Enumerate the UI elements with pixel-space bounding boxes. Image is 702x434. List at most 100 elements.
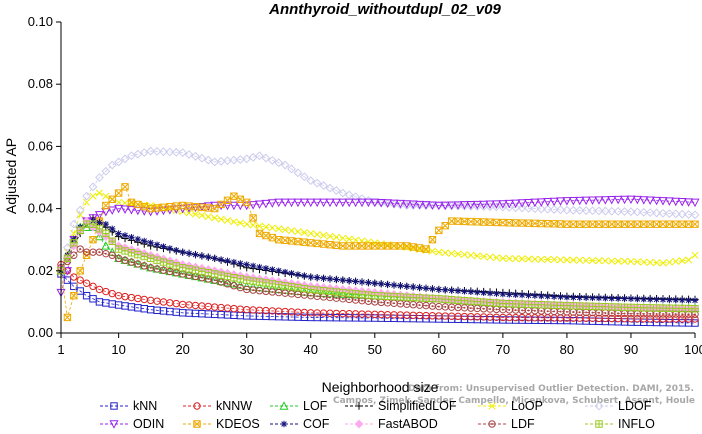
point-odin bbox=[229, 201, 239, 211]
point-kdeos bbox=[159, 203, 168, 212]
point-cof bbox=[614, 295, 622, 302]
x-tick-label: 50 bbox=[368, 342, 382, 357]
point-lof bbox=[229, 279, 239, 288]
point-kdeos bbox=[281, 236, 289, 245]
point-lof bbox=[101, 241, 111, 250]
point-ldof bbox=[498, 202, 508, 212]
legend-label: KDEOS bbox=[216, 417, 260, 431]
point-odin bbox=[472, 200, 482, 210]
x-tick-label: 30 bbox=[239, 342, 253, 357]
point-loop bbox=[672, 257, 680, 266]
point-ldof bbox=[607, 206, 617, 216]
point-odin bbox=[485, 200, 495, 210]
legend-marker bbox=[193, 420, 201, 428]
credit-line-1: Data from: Unsupervised Outlier Detectio… bbox=[408, 384, 694, 394]
point-cof bbox=[666, 296, 673, 303]
point-ldof bbox=[517, 203, 527, 213]
point-loop bbox=[563, 256, 571, 264]
point-lof bbox=[338, 289, 348, 298]
y-tick-label: 0.04 bbox=[28, 201, 53, 216]
point-ldf bbox=[479, 305, 488, 313]
point-cof bbox=[96, 219, 103, 226]
point-knn bbox=[82, 291, 91, 300]
point-odin bbox=[671, 197, 681, 207]
point-cof bbox=[102, 220, 110, 228]
point-ldf bbox=[95, 248, 104, 256]
point-loop bbox=[492, 254, 501, 262]
point-knnw bbox=[82, 279, 91, 287]
point-loop bbox=[243, 220, 251, 228]
point-kdeos bbox=[262, 231, 270, 240]
point-odin bbox=[543, 198, 553, 207]
point-odin bbox=[126, 206, 136, 215]
point-loop bbox=[544, 255, 552, 264]
x-tick-label: 40 bbox=[304, 342, 318, 357]
point-loop bbox=[512, 255, 520, 263]
point-kdeos bbox=[435, 226, 443, 235]
point-ldof bbox=[658, 208, 668, 218]
point-odin bbox=[511, 199, 521, 209]
point-odin bbox=[549, 197, 559, 207]
legend-marker bbox=[595, 420, 603, 428]
point-inflo bbox=[652, 304, 661, 312]
point-cof bbox=[582, 294, 590, 301]
x-axis-label: Neighborhood size bbox=[322, 379, 439, 395]
point-cof bbox=[499, 290, 507, 298]
point-loop bbox=[287, 227, 296, 235]
point-ldof bbox=[95, 173, 104, 182]
point-cof bbox=[256, 263, 263, 271]
point-kdeos bbox=[415, 244, 424, 252]
point-kdeos bbox=[652, 220, 661, 228]
point-cof bbox=[205, 253, 212, 261]
point-odin bbox=[447, 201, 457, 210]
point-kdeos bbox=[447, 217, 456, 225]
x-tick-label: 80 bbox=[560, 342, 574, 357]
point-kdeos bbox=[255, 229, 264, 238]
point-odin bbox=[370, 198, 380, 208]
point-cof bbox=[160, 243, 167, 250]
point-loop bbox=[505, 254, 513, 263]
point-loop bbox=[659, 259, 667, 267]
point-ldf bbox=[134, 260, 142, 268]
point-ldf bbox=[569, 308, 578, 316]
series-line-loop bbox=[60, 192, 696, 271]
point-knn bbox=[70, 282, 78, 291]
point-kdeos bbox=[396, 242, 405, 250]
point-ldof bbox=[594, 206, 604, 216]
point-cof bbox=[659, 296, 667, 303]
point-cof bbox=[281, 268, 289, 276]
point-loop bbox=[275, 225, 283, 233]
point-loop bbox=[665, 258, 673, 266]
point-ldof bbox=[75, 205, 85, 215]
point-cof bbox=[365, 279, 372, 286]
legend-marker bbox=[280, 420, 288, 428]
point-kdeos bbox=[153, 204, 161, 212]
point-cof bbox=[429, 285, 436, 293]
point-kdeos bbox=[243, 198, 251, 207]
point-inflo bbox=[102, 229, 110, 238]
point-odin bbox=[293, 198, 303, 208]
point-loop bbox=[550, 256, 558, 264]
point-ldof bbox=[306, 176, 316, 186]
legend-item-knnw: kNNW bbox=[183, 399, 252, 413]
point-ldf bbox=[108, 251, 116, 259]
point-cof bbox=[486, 289, 494, 297]
point-loop bbox=[448, 249, 456, 257]
point-cof bbox=[672, 296, 679, 304]
point-cof bbox=[121, 232, 129, 239]
y-tick-label: 0.10 bbox=[28, 14, 53, 29]
point-odin bbox=[190, 203, 201, 213]
point-ldof bbox=[351, 192, 360, 202]
point-cof bbox=[634, 295, 641, 303]
legend-marker bbox=[355, 402, 363, 410]
point-inflo bbox=[665, 304, 674, 312]
legend-marker bbox=[193, 402, 201, 410]
point-inflo bbox=[672, 304, 680, 313]
point-loop bbox=[633, 258, 641, 266]
point-ldof bbox=[274, 158, 284, 168]
point-ldof bbox=[671, 209, 681, 219]
legend-label: SimplifiedLOF bbox=[378, 399, 457, 413]
point-kdeos bbox=[678, 220, 686, 228]
point-kdeos bbox=[371, 242, 379, 250]
y-axis-label: Adjusted AP bbox=[3, 138, 19, 214]
